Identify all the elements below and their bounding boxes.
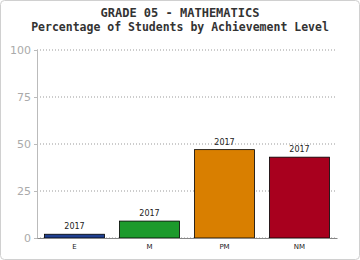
y-tick-mark xyxy=(34,144,37,145)
subtitle: Percentage of Students by Achievement Le… xyxy=(31,20,329,34)
x-tick-label: E xyxy=(72,243,76,251)
bar xyxy=(270,157,330,238)
y-tick-label: 25 xyxy=(17,185,31,198)
y-tick: 75 xyxy=(17,91,37,104)
series-label: 2017 xyxy=(214,138,234,147)
grid xyxy=(37,50,337,238)
bar xyxy=(45,234,105,238)
series-label: 2017 xyxy=(139,209,159,218)
x-tick-label: PM xyxy=(219,243,229,251)
y-tick-label: 75 xyxy=(17,91,31,104)
x-axis: E M PM NM xyxy=(38,238,338,251)
grid-line xyxy=(37,50,337,51)
x-tick: M xyxy=(146,238,152,251)
plot: 0 25 50 75 100 E M PM NM 2017 2017 2017 2017 xyxy=(10,44,338,251)
y-axis-line xyxy=(34,51,38,239)
bar xyxy=(120,221,180,238)
x-tick-label: M xyxy=(146,243,152,251)
x-tick: NM xyxy=(294,238,305,251)
y-axis: 0 25 50 75 100 xyxy=(10,44,38,245)
y-tick-label: 100 xyxy=(10,44,31,57)
y-tick-mark xyxy=(34,191,37,192)
y-tick-mark xyxy=(34,238,37,239)
x-tick: E xyxy=(72,238,76,251)
bar-labels: 2017 2017 2017 2017 xyxy=(64,138,309,232)
series-label: 2017 xyxy=(289,145,309,154)
bar xyxy=(195,150,255,238)
chart: GRADE 05 - MATHEMATICSPercentage of Stud… xyxy=(0,0,360,260)
x-tick-label: NM xyxy=(294,243,305,251)
x-tick: PM xyxy=(219,238,229,251)
y-tick-mark xyxy=(34,97,37,98)
y-tick: 100 xyxy=(10,44,37,57)
y-tick: 25 xyxy=(17,185,37,198)
bars xyxy=(45,150,330,238)
y-tick-label: 0 xyxy=(24,232,31,245)
chart-border xyxy=(1,1,360,260)
y-tick-mark xyxy=(34,50,37,51)
y-tick: 0 xyxy=(24,232,37,245)
title: GRADE 05 - MATHEMATICS xyxy=(101,6,260,20)
grid-line xyxy=(37,97,337,98)
y-tick-label: 50 xyxy=(17,138,31,151)
series-label: 2017 xyxy=(64,222,84,231)
y-tick: 50 xyxy=(17,138,37,151)
x-axis-line xyxy=(38,238,338,239)
